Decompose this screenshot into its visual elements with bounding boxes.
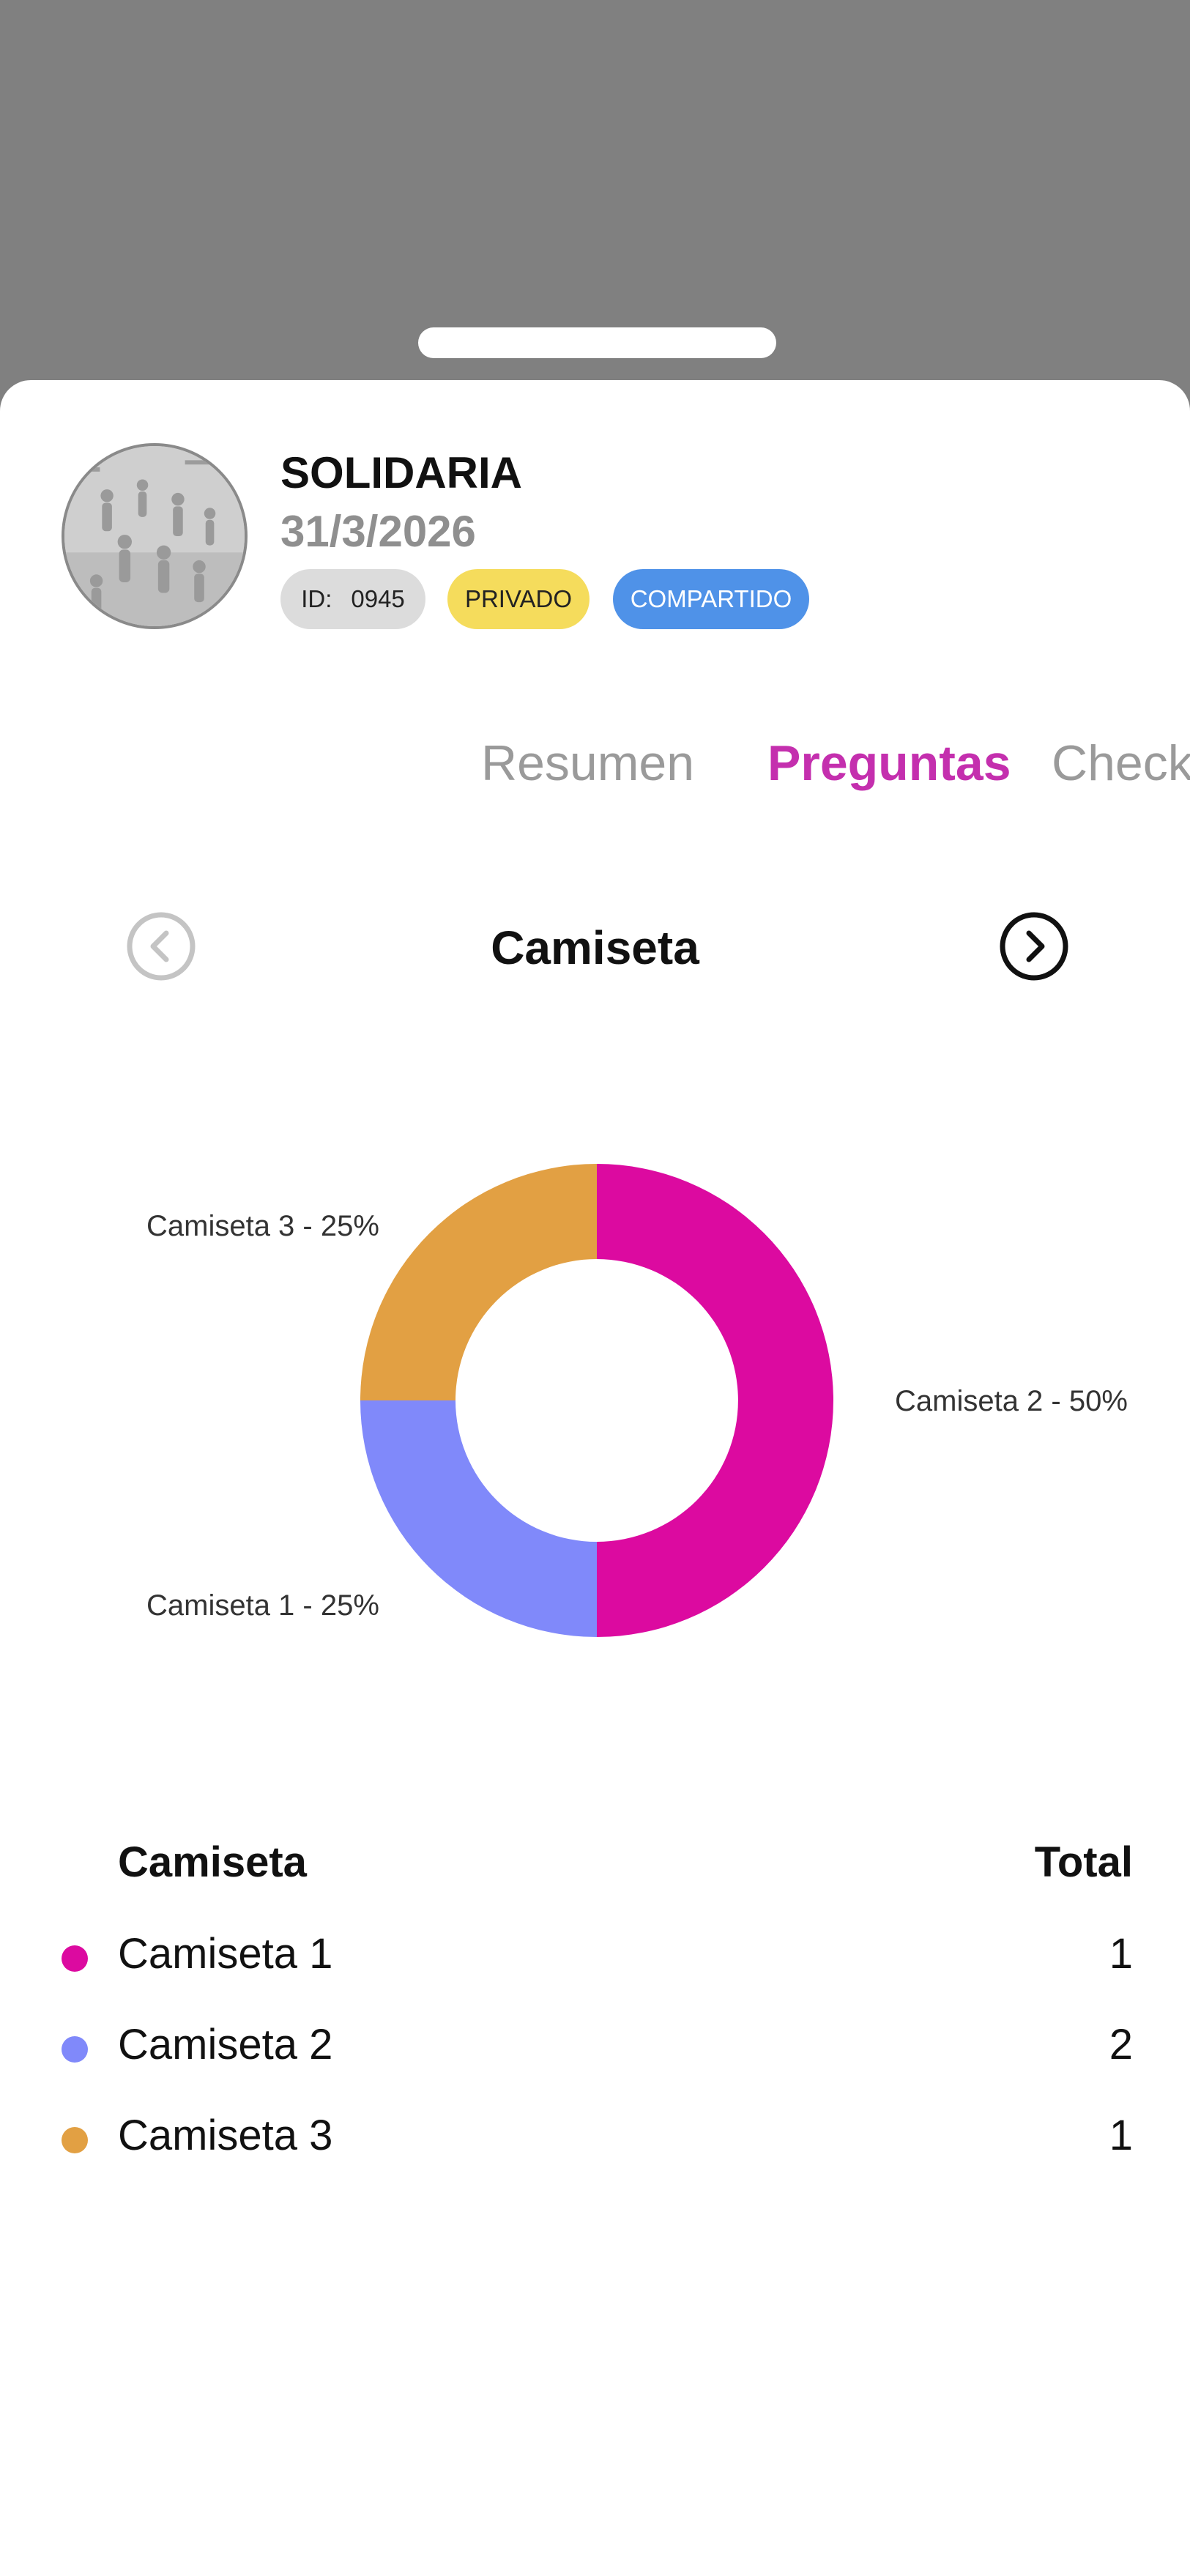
row-name: Camiseta 1 xyxy=(118,1930,333,1978)
slice-label: Camiseta 2 - 50% xyxy=(895,1385,1128,1417)
chevron-left-circle-icon xyxy=(127,912,196,981)
donut-slice xyxy=(360,1400,597,1637)
chevron-right-circle-icon xyxy=(1000,912,1068,981)
event-date: 31/3/2026 xyxy=(280,507,476,556)
row-total: 1 xyxy=(1109,1930,1133,1978)
event-id-value: 0945 xyxy=(351,585,405,612)
privacy-badge: PRIVADO xyxy=(447,569,590,629)
row-total: 2 xyxy=(1109,2021,1133,2068)
slice-label: Camiseta 3 - 25% xyxy=(146,1210,379,1242)
event-id-badge: ID: 0945 xyxy=(280,569,425,629)
row-name: Camiseta 2 xyxy=(118,2021,333,2068)
shared-badge: COMPARTIDO xyxy=(613,569,809,629)
event-id-label: ID: xyxy=(301,585,332,612)
row-total: 1 xyxy=(1109,2112,1133,2159)
table-row: Camiseta 2 2 xyxy=(0,2020,1190,2086)
donut-chart-svg: Camiseta 2 - 50% Camiseta 1 - 25% Camiseta… xyxy=(146,1164,1128,1637)
tab-preguntas[interactable]: Preguntas xyxy=(767,735,1011,791)
table-header-total: Total xyxy=(1034,1838,1133,1886)
row-name: Camiseta 3 xyxy=(118,2112,333,2159)
tab-bar: Resumen Preguntas Check xyxy=(0,735,1190,801)
table-row: Camiseta 3 1 xyxy=(0,2111,1190,2177)
table-row: Camiseta 1 1 xyxy=(0,1929,1190,1995)
sheet-drag-handle[interactable] xyxy=(418,327,776,358)
previous-question-button[interactable] xyxy=(126,911,196,981)
color-dot xyxy=(62,1945,88,1972)
runners-photo-icon xyxy=(64,446,245,626)
donut-chart: Camiseta 2 - 50% Camiseta 1 - 25% Camiseta… xyxy=(0,1149,1190,1735)
color-dot xyxy=(62,2127,88,2153)
table-header-name: Camiseta xyxy=(118,1838,307,1886)
tab-check[interactable]: Check xyxy=(1052,735,1190,791)
bottom-sheet: SOLIDARIA 31/3/2026 ID: 0945 PRIVADO COM… xyxy=(0,380,1190,2576)
event-name: SOLIDARIA xyxy=(280,448,522,497)
color-dot xyxy=(62,2036,88,2063)
event-avatar xyxy=(62,443,248,629)
question-title: Camiseta xyxy=(491,921,699,974)
donut-slice xyxy=(360,1164,597,1400)
next-question-button[interactable] xyxy=(999,911,1069,981)
tab-resumen[interactable]: Resumen xyxy=(481,735,695,791)
donut-slice xyxy=(597,1164,833,1637)
slice-label: Camiseta 1 - 25% xyxy=(146,1589,379,1622)
